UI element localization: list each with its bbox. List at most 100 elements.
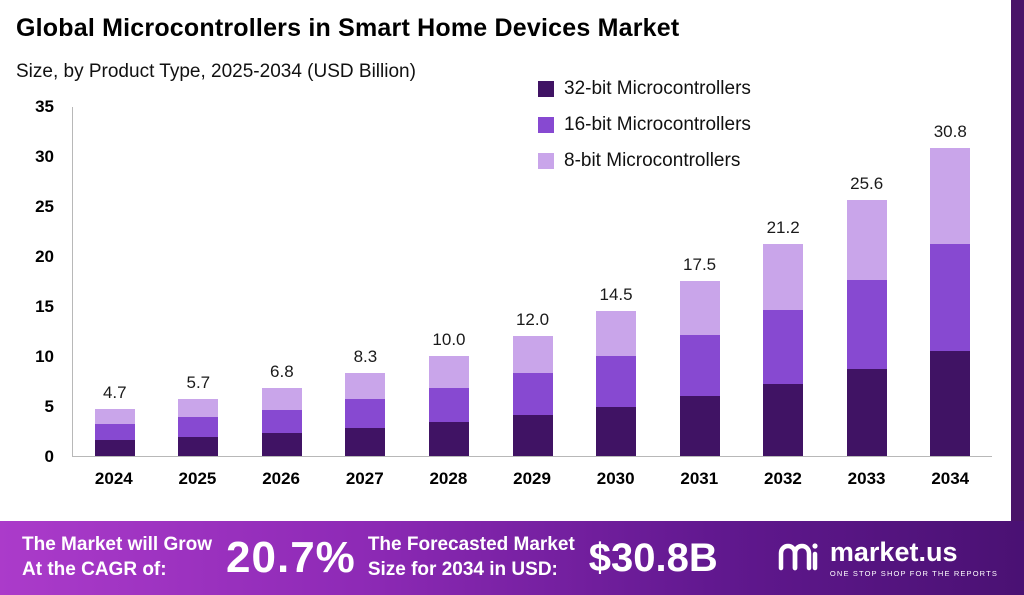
- x-axis-label: 2034: [931, 469, 970, 488]
- bar-segment-32-bit: [846, 369, 887, 456]
- bar-stack: [846, 200, 887, 456]
- cagr-label-line1: The Market will Grow: [22, 534, 213, 556]
- bar-segment-16-bit: [846, 280, 887, 369]
- y-tick-label: 20: [35, 247, 54, 266]
- chart-subtitle: Size, by Product Type, 2025-2034 (USD Bi…: [16, 61, 416, 82]
- legend-label: 32-bit Microcontrollers: [564, 78, 751, 99]
- x-axis-label: 2028: [429, 469, 468, 488]
- cagr-label: The Market will Grow At the CAGR of:: [22, 533, 212, 582]
- bar-segment-32-bit: [94, 440, 135, 456]
- x-axis-label: 2033: [847, 469, 886, 488]
- page-title: Global Microcontrollers in Smart Home De…: [16, 14, 680, 42]
- bar-segment-32-bit: [512, 415, 553, 456]
- bar-stack: [178, 399, 219, 456]
- bar-group: 25.6: [825, 107, 909, 456]
- forecast-label-line1: The Forecasted Market: [367, 534, 575, 556]
- bar-segment-16-bit: [178, 417, 219, 437]
- bar-segment-16-bit: [763, 310, 804, 384]
- bar-segment-16-bit: [930, 244, 971, 351]
- bar-total-label: 10.0: [432, 330, 466, 349]
- bar-segment-16-bit: [679, 335, 720, 396]
- bar-segment-32-bit: [596, 407, 637, 456]
- bar-segment-16-bit: [596, 356, 637, 407]
- bar-stack: [428, 356, 469, 456]
- bar-stack: [930, 148, 971, 456]
- bar-total-label: 5.7: [186, 373, 211, 392]
- legend-item: 8-bit Microcontrollers: [538, 150, 751, 172]
- bar-stack: [596, 311, 637, 456]
- y-tick-label: 0: [44, 447, 54, 466]
- x-axis: 2024 2025 2026 2027 2028 2029 2030 2031 2032 2033…: [72, 469, 992, 489]
- bar-total-label: 4.7: [102, 383, 127, 402]
- brand-logo-icon: [776, 540, 820, 577]
- bar-segment-8-bit: [930, 148, 971, 244]
- legend-label: 16-bit Microcontrollers: [564, 114, 751, 135]
- bar-total-label: 25.6: [850, 174, 884, 193]
- y-tick-label: 5: [44, 397, 54, 416]
- y-tick-label: 35: [35, 97, 54, 116]
- legend-swatch: [538, 81, 554, 97]
- bar-group: 17.5: [658, 107, 742, 456]
- x-axis-label: 2030: [596, 469, 635, 488]
- forecast-label-line2: Size for 2034 in USD:: [367, 559, 558, 580]
- legend-swatch: [538, 117, 554, 133]
- bars: 4.7 5.7 6.8 8.3 10.0 12.0 14.5 17.5 21.2 25.6 30.8: [73, 107, 992, 456]
- bar-segment-8-bit: [763, 244, 804, 310]
- bar-segment-16-bit: [428, 388, 469, 422]
- bar-segment-16-bit: [94, 424, 135, 440]
- bar-segment-16-bit: [345, 399, 386, 428]
- forecast-value: $30.8B: [588, 535, 718, 580]
- bar-group: 30.8: [908, 107, 992, 456]
- brand-lockup: market.us ONE STOP SHOP FOR THE REPORTS: [776, 536, 998, 578]
- footer-banner: The Market will Grow At the CAGR of: 20.…: [0, 521, 1024, 595]
- brand-tagline: ONE STOP SHOP FOR THE REPORTS: [829, 568, 998, 578]
- legend-item: 16-bit Microcontrollers: [538, 114, 751, 136]
- bar-segment-8-bit: [512, 336, 553, 373]
- bar-group: 10.0: [407, 107, 491, 456]
- bar-group: 21.2: [741, 107, 825, 456]
- y-tick-label: 25: [35, 197, 54, 216]
- bar-segment-16-bit: [261, 410, 302, 433]
- bar-segment-32-bit: [679, 396, 720, 456]
- brand-name: market.us: [829, 536, 958, 567]
- x-axis-label: 2026: [262, 469, 301, 488]
- bar-segment-8-bit: [428, 356, 469, 388]
- bar-stack: [763, 244, 804, 456]
- legend-item: 32-bit Microcontrollers: [538, 78, 751, 100]
- legend-swatch: [538, 153, 554, 169]
- bar-total-label: 17.5: [683, 255, 717, 274]
- bar-total-label: 21.2: [766, 218, 800, 237]
- bar-segment-8-bit: [261, 388, 302, 410]
- bar-stack: [94, 409, 135, 456]
- y-tick-label: 15: [35, 297, 54, 316]
- bar-stack: [679, 281, 720, 456]
- y-axis: 0 5 10 15 20 25 30 35: [16, 97, 64, 466]
- brand-text: market.us ONE STOP SHOP FOR THE REPORTS: [829, 536, 998, 578]
- plot-area: 4.7 5.7 6.8 8.3 10.0 12.0 14.5 17.5 21.2 25.6 30.8: [72, 107, 992, 457]
- legend-label: 8-bit Microcontrollers: [564, 150, 741, 171]
- bar-group: 14.5: [574, 107, 658, 456]
- bar-stack: [345, 373, 386, 456]
- bar-group: 12.0: [491, 107, 575, 456]
- bar-segment-8-bit: [596, 311, 637, 356]
- y-tick-label: 10: [35, 347, 54, 366]
- x-axis-label: 2027: [345, 469, 384, 488]
- x-axis-label: 2032: [764, 469, 802, 488]
- bar-segment-8-bit: [679, 281, 720, 335]
- bar-segment-32-bit: [930, 351, 971, 456]
- cagr-value: 20.7%: [226, 533, 356, 582]
- bar-group: 4.7: [73, 107, 157, 456]
- bar-segment-32-bit: [345, 428, 386, 456]
- y-tick-label: 30: [35, 147, 54, 166]
- forecast-label: The Forecasted Market Size for 2034 in U…: [368, 533, 575, 582]
- bar-total-label: 30.8: [933, 122, 967, 141]
- stacked-bar-chart: 0 5 10 15 20 25 30 35 4.7 5.7 6.8 8.3 10.0 12.0 14.5 1…: [16, 97, 994, 497]
- bar-group: 5.7: [157, 107, 241, 456]
- bar-segment-8-bit: [345, 373, 386, 399]
- bar-segment-32-bit: [178, 437, 219, 456]
- bar-segment-8-bit: [94, 409, 135, 424]
- bar-segment-32-bit: [261, 433, 302, 456]
- bar-stack: [261, 388, 302, 456]
- bar-segment-8-bit: [178, 399, 219, 417]
